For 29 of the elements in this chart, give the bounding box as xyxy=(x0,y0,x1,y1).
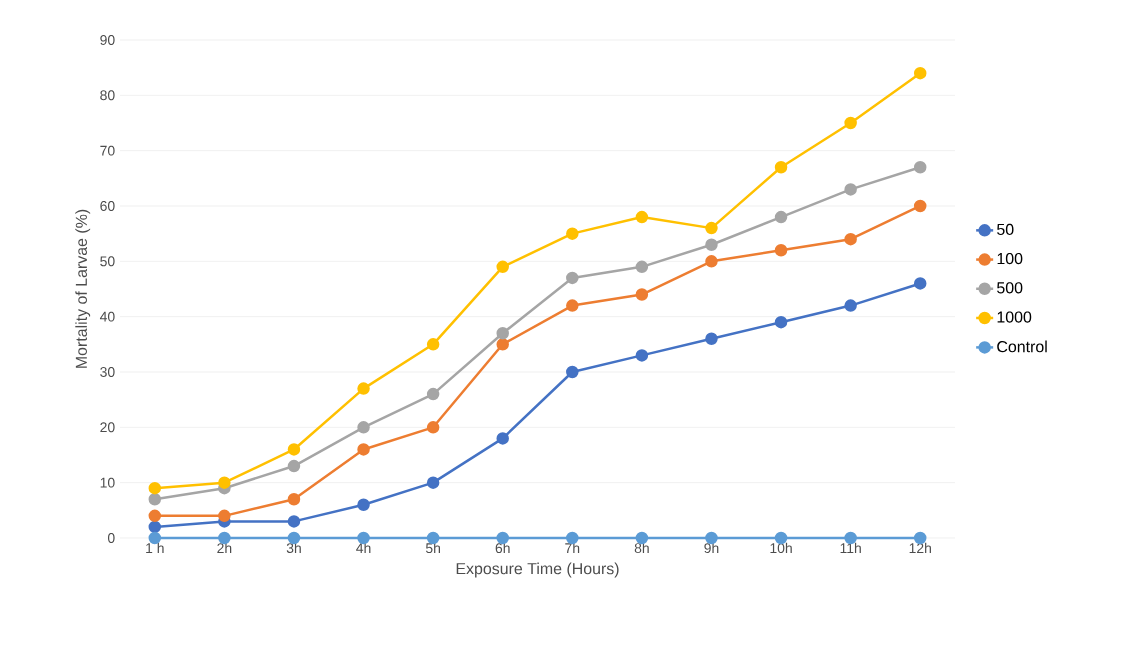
x-tick-label: 10h xyxy=(770,542,792,554)
x-tick-label: 4h xyxy=(356,542,371,553)
x-tick-label: 8h xyxy=(634,542,649,554)
y-tick-label: 0 xyxy=(107,533,115,543)
legend-label: Control xyxy=(997,340,1047,353)
y-tick-label: 80 xyxy=(100,90,115,101)
legend-label: 1000 xyxy=(997,311,1032,323)
x-tick-label: 9h xyxy=(704,542,719,554)
x-tick-label: 12h xyxy=(909,542,931,553)
legend-label: 500 xyxy=(997,282,1023,294)
x-tick-label: 3h xyxy=(286,542,301,554)
y-tick-label: 90 xyxy=(100,35,115,45)
x-tick-label: 5h xyxy=(425,542,440,554)
y-tick-label: 60 xyxy=(100,201,115,211)
y-tick-label: 70 xyxy=(100,145,115,156)
y-tick-label: 10 xyxy=(100,477,115,488)
y-tick-label: 40 xyxy=(99,311,115,322)
y-tick-label: 20 xyxy=(100,422,115,433)
x-tick-label: 1 h xyxy=(146,542,164,553)
x-tick-label: 2h xyxy=(217,542,232,553)
y-tick-label: 30 xyxy=(100,367,115,377)
x-tick-label: 6h xyxy=(495,542,510,554)
y-tick-label: 50 xyxy=(100,256,115,267)
x-tick-label: 7h xyxy=(565,542,580,553)
legend-label: 100 xyxy=(997,252,1023,265)
x-tick-label: 11h xyxy=(840,542,861,553)
legend-label: 50 xyxy=(997,223,1014,236)
y-axis-title: Mortality of Larvae (%) xyxy=(75,209,91,368)
x-axis-title: Exposure Time (Hours) xyxy=(456,562,619,578)
